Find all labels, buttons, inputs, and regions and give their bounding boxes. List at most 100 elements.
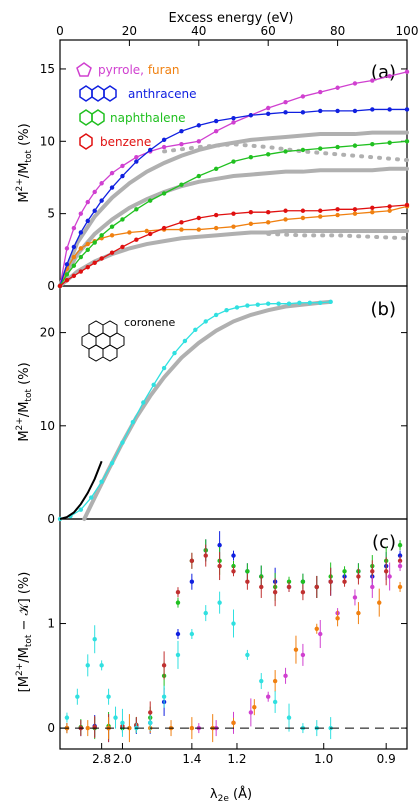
data-point — [252, 704, 257, 710]
legend-label-naphthalene: naphthalene — [110, 111, 186, 125]
coronene-icon — [81, 320, 125, 362]
data-point — [245, 579, 250, 584]
model-curve — [266, 231, 409, 241]
data-point — [397, 558, 403, 564]
data-point — [99, 181, 104, 186]
data-point — [387, 204, 392, 209]
data-point — [85, 241, 90, 247]
data-point — [300, 147, 306, 153]
data-point — [286, 715, 292, 720]
data-point — [231, 211, 236, 216]
data-point — [383, 569, 389, 574]
data-point — [335, 85, 340, 90]
data-point — [307, 300, 313, 305]
data-point — [175, 652, 181, 658]
data-point — [335, 144, 340, 150]
data-point — [283, 110, 288, 115]
data-point — [113, 715, 118, 720]
data-point — [213, 128, 219, 134]
data-point — [259, 678, 264, 684]
legend-item-naphthalene: naphthalene — [79, 109, 186, 126]
data-point — [297, 300, 302, 305]
anthracene-icon — [79, 85, 117, 102]
data-point — [141, 400, 146, 405]
bottom-axis-title: λ2e (Å) — [210, 786, 252, 804]
data-point — [120, 163, 125, 169]
data-point — [266, 105, 271, 111]
data-point — [64, 262, 70, 267]
data-point — [85, 199, 90, 205]
data-point — [276, 301, 281, 306]
data-point — [370, 107, 375, 112]
y-tick-label: 10 — [40, 134, 55, 148]
fit-curve — [59, 460, 103, 520]
data-point — [148, 231, 153, 237]
data-point — [231, 553, 236, 558]
data-point — [85, 663, 90, 668]
data-point — [92, 208, 97, 213]
data-point — [300, 208, 306, 213]
data-point — [387, 208, 392, 213]
data-point — [318, 300, 323, 305]
data-point — [64, 272, 70, 277]
y-tick-label: 0 — [47, 279, 55, 293]
data-point — [109, 233, 115, 238]
data-point — [148, 198, 153, 203]
data-point — [161, 144, 167, 150]
panel-b-ylabel: M2+/Mtot (%) — [15, 362, 34, 441]
data-point — [328, 299, 333, 305]
data-point — [78, 230, 84, 235]
data-point — [318, 108, 323, 114]
data-point — [300, 652, 306, 658]
data-point — [78, 211, 84, 216]
data-point — [134, 237, 139, 242]
data-point — [120, 720, 125, 726]
data-point — [397, 584, 403, 590]
data-point — [179, 227, 184, 232]
data-point — [318, 89, 323, 95]
y-tick-label: 1 — [47, 617, 55, 631]
legend-label-anthracene: anthracene — [128, 87, 197, 101]
data-point — [300, 94, 306, 99]
data-point — [318, 146, 323, 151]
legend-label-pyrrole: pyrrole, furan — [98, 63, 180, 77]
data-point — [283, 217, 288, 222]
data-point — [404, 107, 410, 112]
data-point — [85, 218, 90, 224]
bottom-tick-label: 1.2 — [227, 752, 246, 766]
data-point — [245, 303, 250, 308]
panel-c-tag: (c) — [372, 532, 396, 553]
data-point — [92, 240, 97, 245]
top-tick-label: 0 — [56, 24, 64, 38]
data-point — [99, 663, 104, 668]
data-point — [404, 139, 410, 144]
naphthalene-icon — [79, 109, 105, 126]
data-point — [300, 579, 306, 584]
y-tick-label: 0 — [47, 721, 55, 735]
data-point — [370, 205, 375, 211]
data-point — [189, 558, 195, 564]
data-point — [286, 301, 292, 306]
top-tick-label: 60 — [261, 24, 276, 38]
data-point — [189, 579, 195, 584]
data-point — [64, 715, 70, 720]
data-point — [64, 246, 70, 251]
data-point — [130, 419, 136, 425]
data-point — [85, 247, 90, 253]
data-point — [335, 207, 340, 212]
data-point — [161, 191, 167, 196]
data-point — [71, 225, 77, 231]
bottom-tick-label: 1.4 — [182, 752, 201, 766]
model-curve — [58, 229, 409, 288]
data-point — [196, 139, 201, 144]
data-point — [352, 207, 358, 212]
data-point — [352, 108, 358, 114]
y-tick-label: 15 — [40, 62, 55, 76]
data-point — [387, 140, 392, 145]
data-point — [99, 198, 104, 203]
pentagon-icon — [76, 62, 92, 77]
panel-c: 01 — [47, 531, 407, 743]
data-point — [266, 694, 271, 699]
panel-a: 0 5 10 15 — [40, 62, 410, 293]
